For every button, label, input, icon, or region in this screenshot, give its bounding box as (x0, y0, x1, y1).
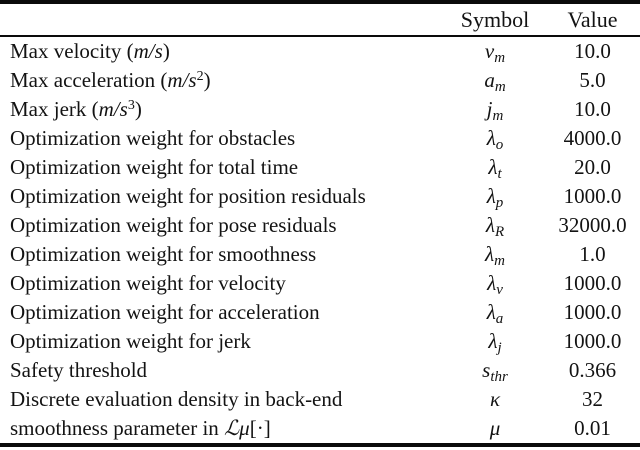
symbol-cell: jm (486, 97, 504, 124)
symbol-cell: λm (485, 242, 505, 269)
value-cell: 10.0 (574, 97, 611, 121)
param-name-cell: Optimization weight for total time (10, 155, 299, 179)
header-row: Symbol Value (0, 2, 640, 37)
table-row: Optimization weight for total time λt 20.0 (0, 153, 640, 182)
table-row: Optimization weight for position residua… (0, 182, 640, 211)
param-name-cell: Max jerk (m/s3) (10, 97, 142, 121)
value-cell: 20.0 (574, 155, 611, 179)
table-body: Max velocity (m/s) vm 10.0 Max acceleration… (0, 36, 640, 445)
value-cell: 0.366 (568, 358, 617, 382)
value-cell: 32000.0 (558, 213, 627, 237)
value-cell: 5.0 (579, 68, 606, 92)
table-row: Safety threshold sthr 0.366 (0, 356, 640, 385)
table-row: Optimization weight for jerk λj 1000.0 (0, 327, 640, 356)
column-header-symbol: Symbol (445, 2, 545, 37)
param-name-cell: Optimization weight for smoothness (10, 242, 317, 266)
param-name-cell: Discrete evaluation density in back-end (10, 387, 343, 411)
column-header-param (0, 2, 445, 37)
table-row: smoothness parameter in ℒμ[·] μ 0.01 (0, 414, 640, 445)
value-cell: 4000.0 (563, 126, 622, 150)
symbol-cell: λR (485, 213, 505, 240)
table-row: Optimization weight for obstacles λo 4000.… (0, 124, 640, 153)
value-cell: 1000.0 (563, 329, 622, 353)
param-name-cell: Optimization weight for obstacles (10, 126, 296, 150)
value-cell: 32 (582, 387, 603, 411)
table-row: Optimization weight for smoothness λm 1.0 (0, 240, 640, 269)
value-cell: 1000.0 (563, 271, 622, 295)
table-row: Optimization weight for pose residuals λR… (0, 211, 640, 240)
symbol-cell: λj (488, 329, 502, 356)
value-cell: 0.01 (574, 416, 611, 440)
symbol-cell: sthr (482, 358, 508, 385)
table-row: Optimization weight for velocity λv 1000.0 (0, 269, 640, 298)
param-name-cell: Optimization weight for jerk (10, 329, 251, 353)
table-row: Max jerk (m/s3) jm 10.0 (0, 95, 640, 124)
table-header: Symbol Value (0, 2, 640, 37)
value-cell: 1000.0 (563, 300, 622, 324)
table-row: Max acceleration (m/s2) am 5.0 (0, 66, 640, 95)
symbol-cell: vm (484, 39, 506, 66)
symbol-cell: μ (489, 416, 501, 440)
table-row: Optimization weight for acceleration λa 10… (0, 298, 640, 327)
symbol-cell: am (484, 68, 506, 95)
value-cell: 1.0 (579, 242, 606, 266)
symbol-cell: λo (486, 126, 504, 153)
value-cell: 1000.0 (563, 184, 622, 208)
column-header-value: Value (545, 2, 640, 37)
param-name-cell: Max velocity (m/s) (10, 39, 170, 63)
value-cell: 10.0 (574, 39, 611, 63)
table-row: Max velocity (m/s) vm 10.0 (0, 36, 640, 66)
param-name-cell: Optimization weight for velocity (10, 271, 286, 295)
param-name-cell: Safety threshold (10, 358, 148, 382)
param-name-cell: Optimization weight for pose residuals (10, 213, 337, 237)
param-name-cell: smoothness parameter in ℒμ[·] (10, 416, 271, 440)
table-row: Discrete evaluation density in back-end κ… (0, 385, 640, 414)
symbol-cell: λv (487, 271, 503, 298)
symbol-cell: λp (486, 184, 504, 211)
symbol-cell: κ (489, 387, 501, 411)
symbol-cell: λa (486, 300, 504, 327)
param-name-cell: Optimization weight for acceleration (10, 300, 320, 324)
param-name-cell: Optimization weight for position residua… (10, 184, 366, 208)
symbol-cell: λt (488, 155, 502, 182)
param-name-cell: Max acceleration (m/s2) (10, 68, 211, 92)
